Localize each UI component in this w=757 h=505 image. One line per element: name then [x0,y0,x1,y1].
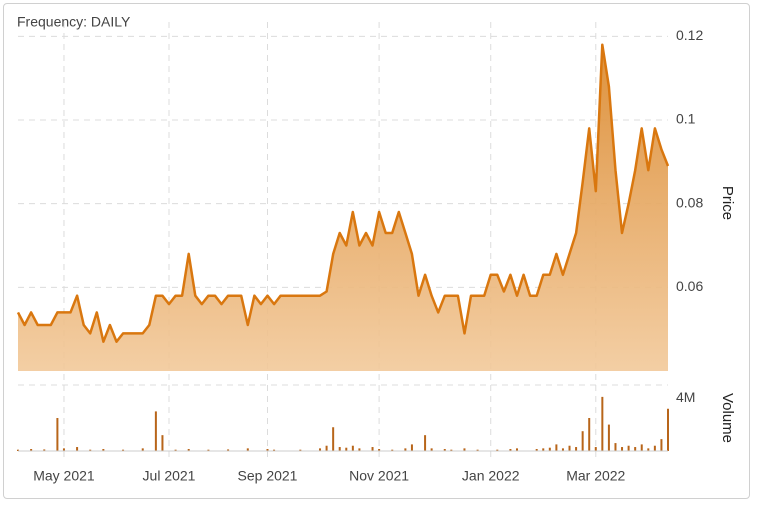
volume-bar [319,448,322,451]
volume-bar [207,449,210,451]
volume-bar [325,445,328,451]
price-line [16,43,670,343]
volume-bar [89,449,92,451]
volume-bar [378,449,381,451]
volume-bar [575,447,578,451]
volume-bar [621,447,624,451]
volume-bar [555,444,558,451]
volume-bar [660,439,663,451]
volume-bar [535,449,538,451]
volume-bar [299,449,302,451]
volume-bar [667,408,669,451]
x-tick-label: Jul 2021 [143,468,196,484]
volume-bar [102,449,105,451]
volume-bar [450,449,453,451]
volume-bar [476,449,479,451]
volume-bar [122,449,125,451]
volume-bar [62,448,65,451]
volume-bar [43,449,46,451]
volume-bar [443,449,446,451]
x-tick-label: Sep 2021 [238,468,298,484]
volume-bar [332,427,335,451]
volume-bar [430,448,433,451]
volume-bar [594,447,597,451]
chart-title: Frequency: DAILY [17,14,131,30]
y-tick-label: 0.12 [676,27,703,43]
volume-bar [371,447,374,451]
volume-bar [358,448,361,451]
volume-bar [627,445,630,451]
volume-bar [561,448,564,451]
volume-axis-title: Volume [719,393,736,443]
volume-bar [273,449,276,451]
volume-bar [187,449,190,451]
volume-bar [601,396,604,451]
volume-bar [227,449,230,451]
volume-bar [542,448,545,451]
x-tick-label: Jan 2022 [462,468,520,484]
volume-bar [607,424,610,451]
area-fill [18,44,668,371]
volume-bar [647,448,650,451]
volume-bar [614,443,617,451]
y-tick-label: 0.06 [676,278,703,294]
volume-bar [634,447,637,451]
volume-bar [391,449,394,451]
volume-bar [17,449,19,451]
x-tick-label: Mar 2022 [566,468,625,484]
volume-bar [496,449,499,451]
volume-bar [338,447,341,451]
volume-bar [640,444,643,451]
volume-bar [161,435,164,451]
volume-bar [568,445,571,451]
y-tick-label: 4M [676,389,695,405]
volume-bar [463,448,466,451]
volume-bar [424,435,427,451]
volume-bar [141,448,144,451]
volume-bar [410,444,413,451]
x-tick-label: May 2021 [33,468,95,484]
chart-frame [3,3,750,499]
volume-bar [154,411,157,451]
y-tick-label: 0.1 [676,111,696,127]
volume-bar [404,448,407,451]
volume-bar [351,445,354,451]
volume-bar [266,449,269,451]
volume-bar [515,448,518,451]
volume-bar [548,447,551,451]
volume-bar [246,448,249,451]
volume-bar [345,447,348,451]
volume-bar [653,445,656,451]
x-tick-label: Nov 2021 [349,468,409,484]
volume-bar [509,449,512,451]
volume-bar [76,447,79,451]
volume-bar [30,449,33,451]
volume-bar [588,418,591,451]
volume-bar [581,431,584,451]
y-tick-label: 0.08 [676,194,703,210]
volume-bar [174,449,177,451]
price-axis-title: Price [719,186,736,220]
volume-bar [56,418,59,451]
